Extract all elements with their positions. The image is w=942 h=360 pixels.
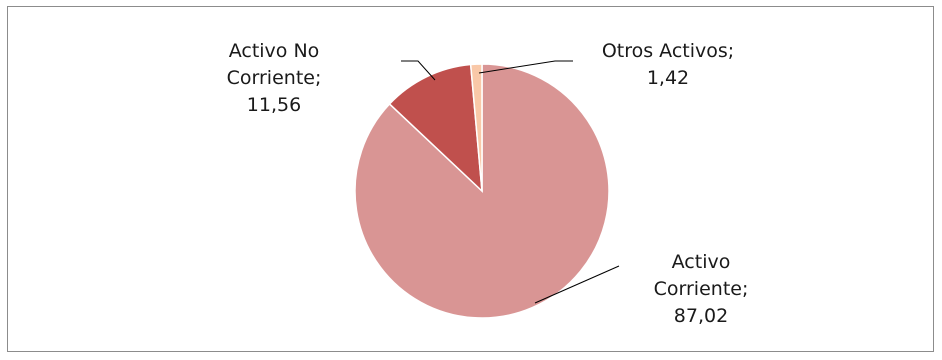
data-label-line: Corriente; [654, 278, 749, 300]
pie-slice-activo-no-corriente [388, 63, 483, 193]
pie-slice-otros-activos [469, 63, 483, 192]
leader-line [401, 60, 436, 81]
data-label: Otros Activos; 1,42 [602, 40, 734, 89]
data-label-line: Activo No [229, 40, 320, 62]
data-label-line: 11,56 [247, 94, 301, 116]
data-label-line: Corriente; [227, 67, 322, 89]
leader-line [478, 60, 573, 74]
data-label-line: 1,42 [647, 67, 689, 89]
chart-frame: Activo Corriente; 87,02 Activo No Corriente;… [7, 6, 934, 352]
pie-slice-activo-corriente [354, 63, 610, 319]
data-label-line: Otros Activos; [602, 40, 734, 62]
leader-line [534, 265, 620, 304]
pie-chart: Activo Corriente; 87,02 Activo No Corriente;… [227, 40, 749, 327]
data-label-line: Activo [672, 251, 731, 273]
data-label: Activo No Corriente; 11,56 [227, 40, 322, 116]
data-label: Activo Corriente; 87,02 [654, 251, 749, 327]
data-label-line: 87,02 [674, 305, 728, 327]
